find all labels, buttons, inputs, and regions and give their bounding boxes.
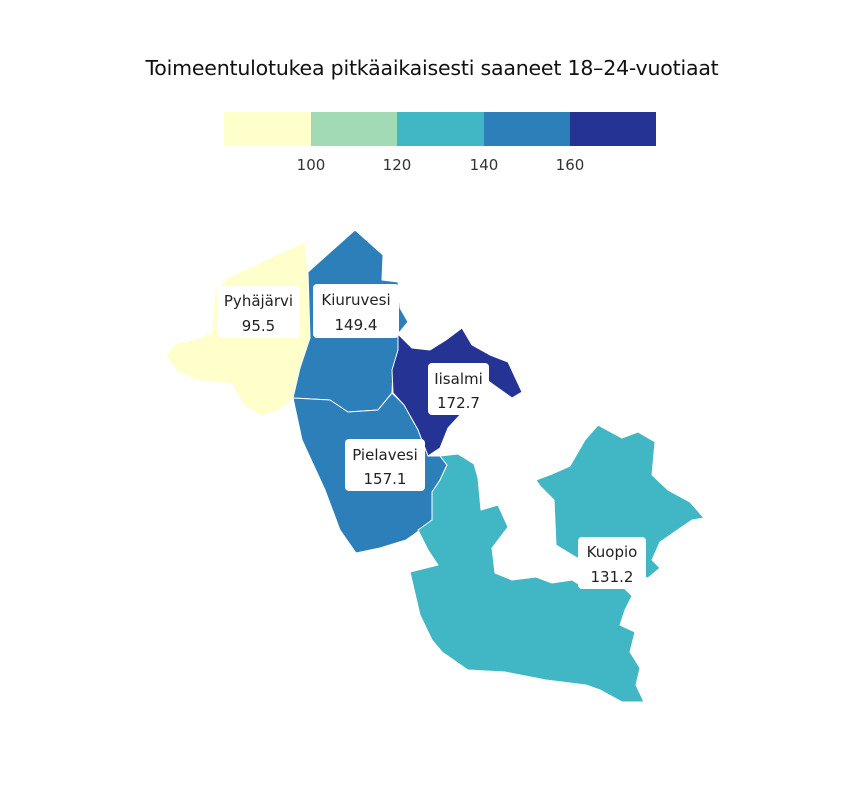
legend-swatch-1 bbox=[224, 112, 311, 146]
label-kuopio-name: Kuopio bbox=[587, 543, 638, 561]
region-labels: Pyhäjärvi 95.5 Kiuruvesi 149.4 Iisalmi 1… bbox=[217, 284, 646, 589]
legend-swatch-3 bbox=[397, 112, 484, 146]
legend-swatch-4 bbox=[484, 112, 570, 146]
label-kiuruvesi-name: Kiuruvesi bbox=[321, 291, 390, 309]
legend-swatch-5 bbox=[570, 112, 656, 146]
label-kiuruvesi: Kiuruvesi 149.4 bbox=[313, 284, 399, 338]
label-pyhajarvi-name: Pyhäjärvi bbox=[224, 292, 293, 310]
label-pyhajarvi-value: 95.5 bbox=[242, 317, 275, 335]
legend-tick-100: 100 bbox=[297, 156, 326, 174]
label-pielavesi: Pielavesi 157.1 bbox=[345, 439, 425, 491]
legend-swatch-2 bbox=[311, 112, 397, 146]
region-kuopio[interactable] bbox=[409, 424, 705, 703]
label-kiuruvesi-value: 149.4 bbox=[335, 316, 378, 334]
legend-tick-120: 120 bbox=[383, 156, 412, 174]
label-pielavesi-name: Pielavesi bbox=[352, 446, 418, 464]
color-legend: 100 120 140 160 bbox=[224, 112, 656, 174]
legend-tick-160: 160 bbox=[556, 156, 585, 174]
label-iisalmi-name: Iisalmi bbox=[434, 370, 483, 388]
label-iisalmi: Iisalmi 172.7 bbox=[428, 363, 489, 415]
label-iisalmi-value: 172.7 bbox=[437, 394, 480, 412]
label-kuopio: Kuopio 131.2 bbox=[578, 537, 646, 589]
legend-tick-140: 140 bbox=[470, 156, 499, 174]
label-pielavesi-value: 157.1 bbox=[364, 470, 407, 488]
label-kuopio-value: 131.2 bbox=[591, 568, 634, 586]
label-pyhajarvi: Pyhäjärvi 95.5 bbox=[217, 286, 300, 338]
map-title: Toimeentulotukea pitkäaikaisesti saaneet… bbox=[145, 56, 719, 80]
